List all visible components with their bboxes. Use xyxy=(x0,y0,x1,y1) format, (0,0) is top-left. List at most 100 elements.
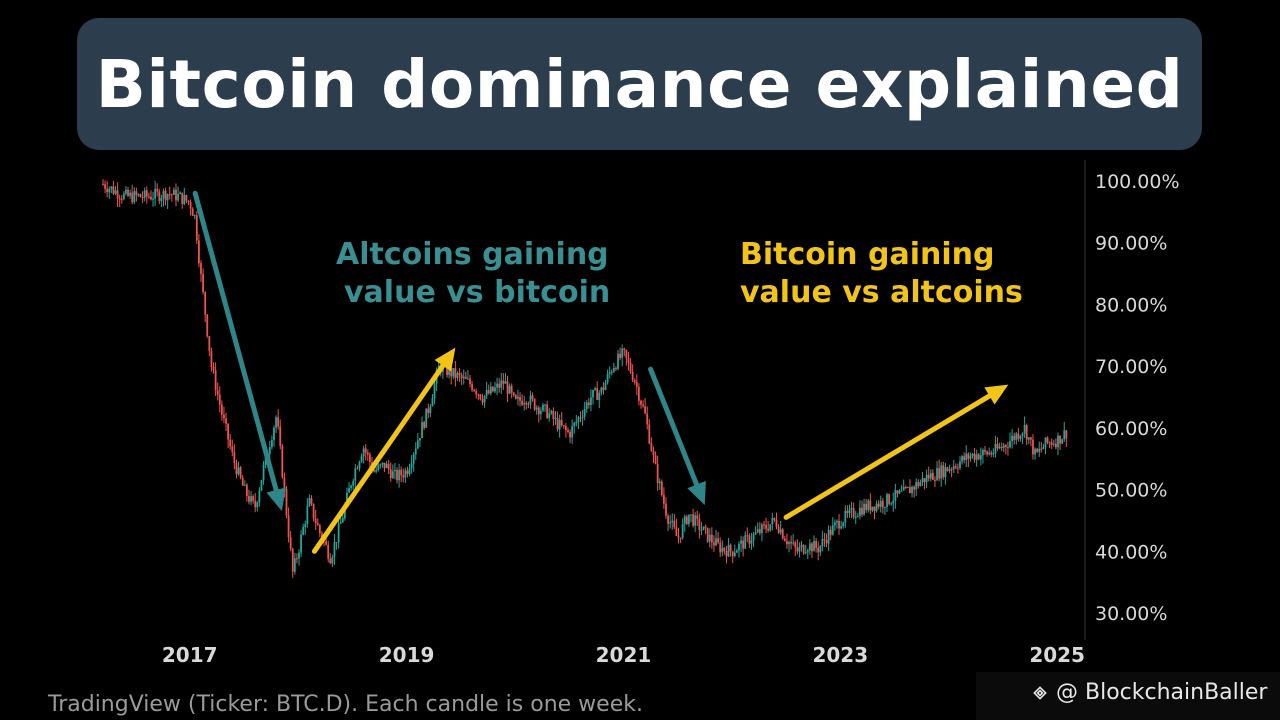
y-tick-label: 50.00% xyxy=(1095,480,1167,502)
candle-body xyxy=(214,370,217,391)
candle-body xyxy=(483,395,486,403)
candle-body xyxy=(1015,433,1018,440)
candle-body xyxy=(990,452,993,455)
candle-body xyxy=(1007,446,1009,448)
teal-arrow-shaft-0 xyxy=(192,190,279,493)
candle-body xyxy=(688,514,690,524)
candle-body xyxy=(431,398,434,407)
candle-body xyxy=(573,422,576,427)
candle-body xyxy=(794,542,797,548)
candle-body xyxy=(152,198,154,200)
candle-body xyxy=(337,523,340,543)
candle-body xyxy=(147,196,150,198)
candle-body xyxy=(800,545,803,548)
candle-body xyxy=(890,503,893,505)
candle-body xyxy=(308,498,311,507)
candle-body xyxy=(744,535,747,549)
candle-body xyxy=(106,188,109,193)
candle-body xyxy=(963,456,966,461)
candle-body xyxy=(181,192,184,205)
candle-body xyxy=(104,184,106,189)
candle-body xyxy=(904,486,907,488)
candle-body xyxy=(562,425,565,427)
candle-body xyxy=(771,518,774,525)
candle-body xyxy=(594,388,596,390)
candle-body xyxy=(408,468,411,475)
candle-body xyxy=(625,350,628,359)
candle-body xyxy=(485,390,488,396)
candle-body xyxy=(590,397,592,406)
candle-body xyxy=(1057,435,1059,448)
candle-body xyxy=(948,469,951,472)
y-tick-label: 60.00% xyxy=(1095,418,1167,440)
candle-body xyxy=(531,395,534,400)
candle-body xyxy=(218,394,221,405)
candle-body xyxy=(975,454,978,460)
candle-body xyxy=(564,425,567,431)
candle-body xyxy=(842,522,845,527)
candle-body xyxy=(268,447,271,455)
candle-body xyxy=(306,506,309,524)
candle-body xyxy=(702,526,705,530)
chart-title: Bitcoin dominance explained xyxy=(95,45,1184,123)
candle-body xyxy=(917,482,920,487)
candle-body xyxy=(172,189,175,195)
y-axis: 30.00% 40.00% 50.00% 60.00% 70.00% 80.00% 90.0… xyxy=(1084,160,1180,640)
candle-body xyxy=(967,453,970,459)
candle-body xyxy=(135,191,138,196)
candle-body xyxy=(212,366,215,371)
candle-body xyxy=(521,400,524,405)
candle-body xyxy=(260,480,263,491)
candle-body xyxy=(950,469,953,471)
candle-body xyxy=(790,542,792,544)
candle-body xyxy=(923,478,926,483)
candle-body xyxy=(379,464,382,466)
candle-body xyxy=(1017,433,1020,439)
candle-body xyxy=(273,427,275,441)
candle-body xyxy=(700,529,703,531)
candle-body xyxy=(314,518,317,523)
candle-body xyxy=(610,371,613,373)
candle-body xyxy=(694,515,697,526)
candle-body xyxy=(343,505,346,519)
candle-body xyxy=(460,375,463,379)
candle-body xyxy=(160,198,163,202)
candle-body xyxy=(125,189,127,194)
candle-body xyxy=(158,191,161,202)
candle-body xyxy=(583,408,586,417)
candle-body xyxy=(925,474,928,483)
candle-body xyxy=(168,194,171,196)
candle-body xyxy=(663,494,665,504)
candle-body xyxy=(329,558,332,564)
candle-body xyxy=(698,518,701,530)
candle-body xyxy=(850,508,853,510)
candle-body xyxy=(679,537,682,539)
candle-body xyxy=(927,474,930,479)
candle-body xyxy=(844,510,847,523)
candle-body xyxy=(245,484,248,497)
candle-body xyxy=(504,381,507,384)
candle-body xyxy=(571,426,574,438)
candle-body xyxy=(750,540,753,544)
candle-body xyxy=(754,532,757,535)
candle-body xyxy=(988,452,991,455)
candle-body xyxy=(612,368,615,372)
candle-body xyxy=(141,197,144,199)
candle-body xyxy=(1050,442,1053,445)
teal-arrow-shaft-2 xyxy=(648,366,700,488)
binance-diamond-icon xyxy=(1033,685,1047,700)
candle-body xyxy=(204,291,207,315)
candle-body xyxy=(896,490,899,494)
x-tick-label: 2021 xyxy=(596,643,652,667)
watermark-handle[interactable]: @ BlockchainBaller xyxy=(1030,680,1267,705)
candle-body xyxy=(366,452,369,455)
candle-body xyxy=(819,546,822,553)
y-tick-label: 100.00% xyxy=(1095,171,1180,193)
candle-body xyxy=(640,400,642,405)
candle-body xyxy=(166,194,169,201)
candle-body xyxy=(108,188,111,193)
candle-body xyxy=(475,391,478,395)
candle-body xyxy=(719,542,722,553)
bitcoin-annotation-line1: Bitcoin gaining xyxy=(740,237,995,272)
candle-body xyxy=(231,446,234,452)
